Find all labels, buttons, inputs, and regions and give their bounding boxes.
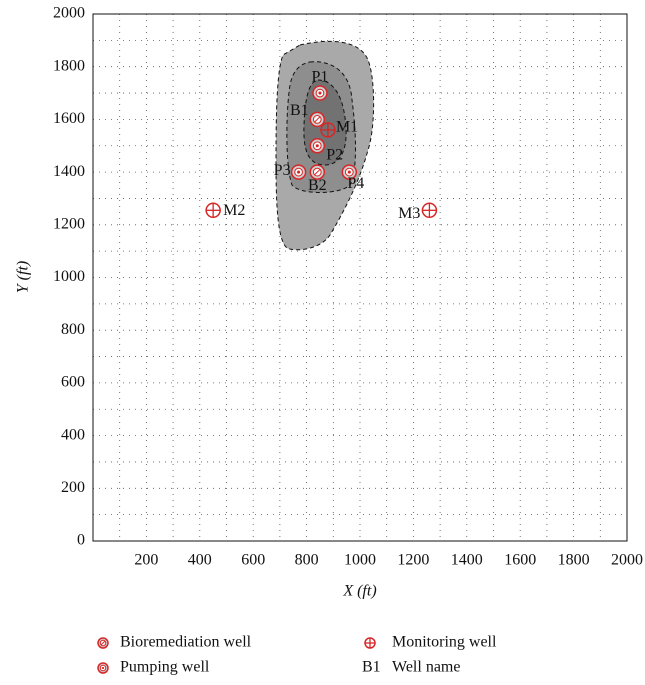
well-label: M2 — [223, 202, 245, 219]
well-label: M1 — [336, 119, 358, 136]
marker-dot — [347, 170, 351, 174]
well-marker — [309, 138, 326, 154]
well-label: P2 — [326, 146, 343, 163]
grid — [93, 13, 628, 542]
y-tick-label: 1600 — [53, 110, 85, 127]
x-tick-label: 400 — [188, 552, 212, 569]
legend-marker — [97, 662, 109, 674]
well-marker — [320, 122, 336, 138]
y-tick-label: 400 — [61, 426, 85, 443]
well-label: B2 — [308, 177, 327, 194]
well-label: M3 — [398, 205, 420, 222]
well-marker — [341, 164, 358, 180]
y-tick-label: 0 — [77, 532, 85, 549]
legend-note-text: Well name — [392, 659, 460, 676]
y-tick-label: 200 — [61, 479, 85, 496]
y-tick-label: 600 — [61, 374, 85, 391]
marker-dot — [315, 144, 319, 148]
y-tick-label: 1000 — [53, 268, 85, 285]
well-marker — [205, 202, 221, 219]
plot-frame — [92, 13, 628, 542]
legend-label: Bioremediation well — [120, 634, 252, 651]
x-tick-label: 600 — [241, 552, 265, 569]
x-tick-label: 1800 — [558, 552, 590, 569]
x-tick-label: 1400 — [451, 552, 483, 569]
well-marker — [290, 164, 307, 180]
legend-marker — [97, 637, 109, 649]
x-axis-label: X (ft) — [342, 583, 376, 600]
well-marker — [421, 202, 438, 219]
y-tick-label: 1200 — [53, 215, 85, 232]
x-tick-label: 800 — [295, 552, 319, 569]
well-marker — [312, 85, 328, 101]
x-tick-label: 1000 — [344, 552, 376, 569]
marker-dot — [297, 170, 301, 174]
well-label: P3 — [274, 162, 291, 179]
well-label: P4 — [347, 175, 364, 192]
well-marker — [309, 164, 326, 180]
marker-dot — [101, 666, 105, 670]
well-label: P1 — [311, 69, 328, 86]
x-tick-label: 1200 — [397, 552, 429, 569]
legend-label: Monitoring well — [392, 634, 497, 651]
well-label: B1 — [290, 102, 309, 119]
x-tick-label: 2000 — [611, 552, 643, 569]
marker-dot — [318, 91, 322, 95]
legend-label: Pumping well — [120, 659, 210, 676]
y-tick-label: 800 — [61, 321, 85, 338]
x-tick-label: 1600 — [504, 552, 536, 569]
y-tick-label: 1800 — [53, 57, 85, 74]
marker-hatch — [314, 169, 321, 176]
legend-note-symbol: B1 — [362, 659, 381, 676]
marker-hatch — [314, 116, 321, 123]
y-tick-label: 1400 — [53, 163, 85, 180]
y-tick-label: 2000 — [53, 5, 85, 22]
well-marker — [309, 111, 326, 128]
legend-marker — [364, 637, 376, 649]
marker-hatch — [100, 640, 106, 646]
x-tick-label: 200 — [134, 552, 158, 569]
y-axis-label: Y (ft) — [15, 261, 32, 293]
